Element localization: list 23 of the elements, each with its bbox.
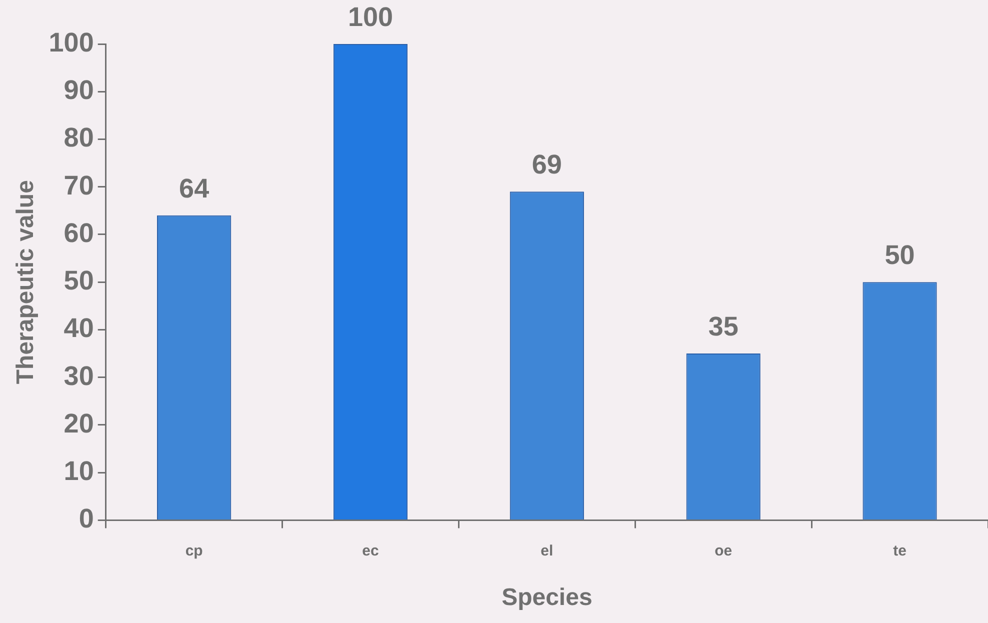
y-tick-label: 20 (64, 408, 94, 438)
x-tick-label: oe (714, 542, 732, 560)
y-tick-label: 30 (64, 360, 94, 391)
y-tick-label: 100 (48, 27, 94, 58)
y-tick-label: 90 (64, 75, 94, 106)
data-label: 69 (532, 150, 562, 180)
y-tick-label: 10 (64, 456, 94, 486)
y-tick-label: 60 (64, 218, 94, 248)
y-tick-label: 40 (64, 313, 94, 344)
data-label: 64 (179, 173, 210, 204)
data-label: 35 (708, 311, 738, 342)
y-tick-label: 0 (78, 504, 94, 534)
data-label: 100 (348, 2, 394, 32)
y-tick-label: 50 (64, 266, 94, 296)
x-tick-label: el (540, 542, 554, 560)
x-tick-label: te (893, 542, 906, 560)
y-tick-label: 70 (64, 170, 94, 200)
y-axis-title: Therapeutic value (12, 180, 40, 384)
x-tick-label: cp (185, 542, 203, 560)
x-axis-title: Species (502, 584, 592, 612)
data-label: 50 (884, 240, 915, 270)
y-tick-label: 80 (64, 122, 94, 153)
x-tick-label: ec (362, 542, 379, 560)
